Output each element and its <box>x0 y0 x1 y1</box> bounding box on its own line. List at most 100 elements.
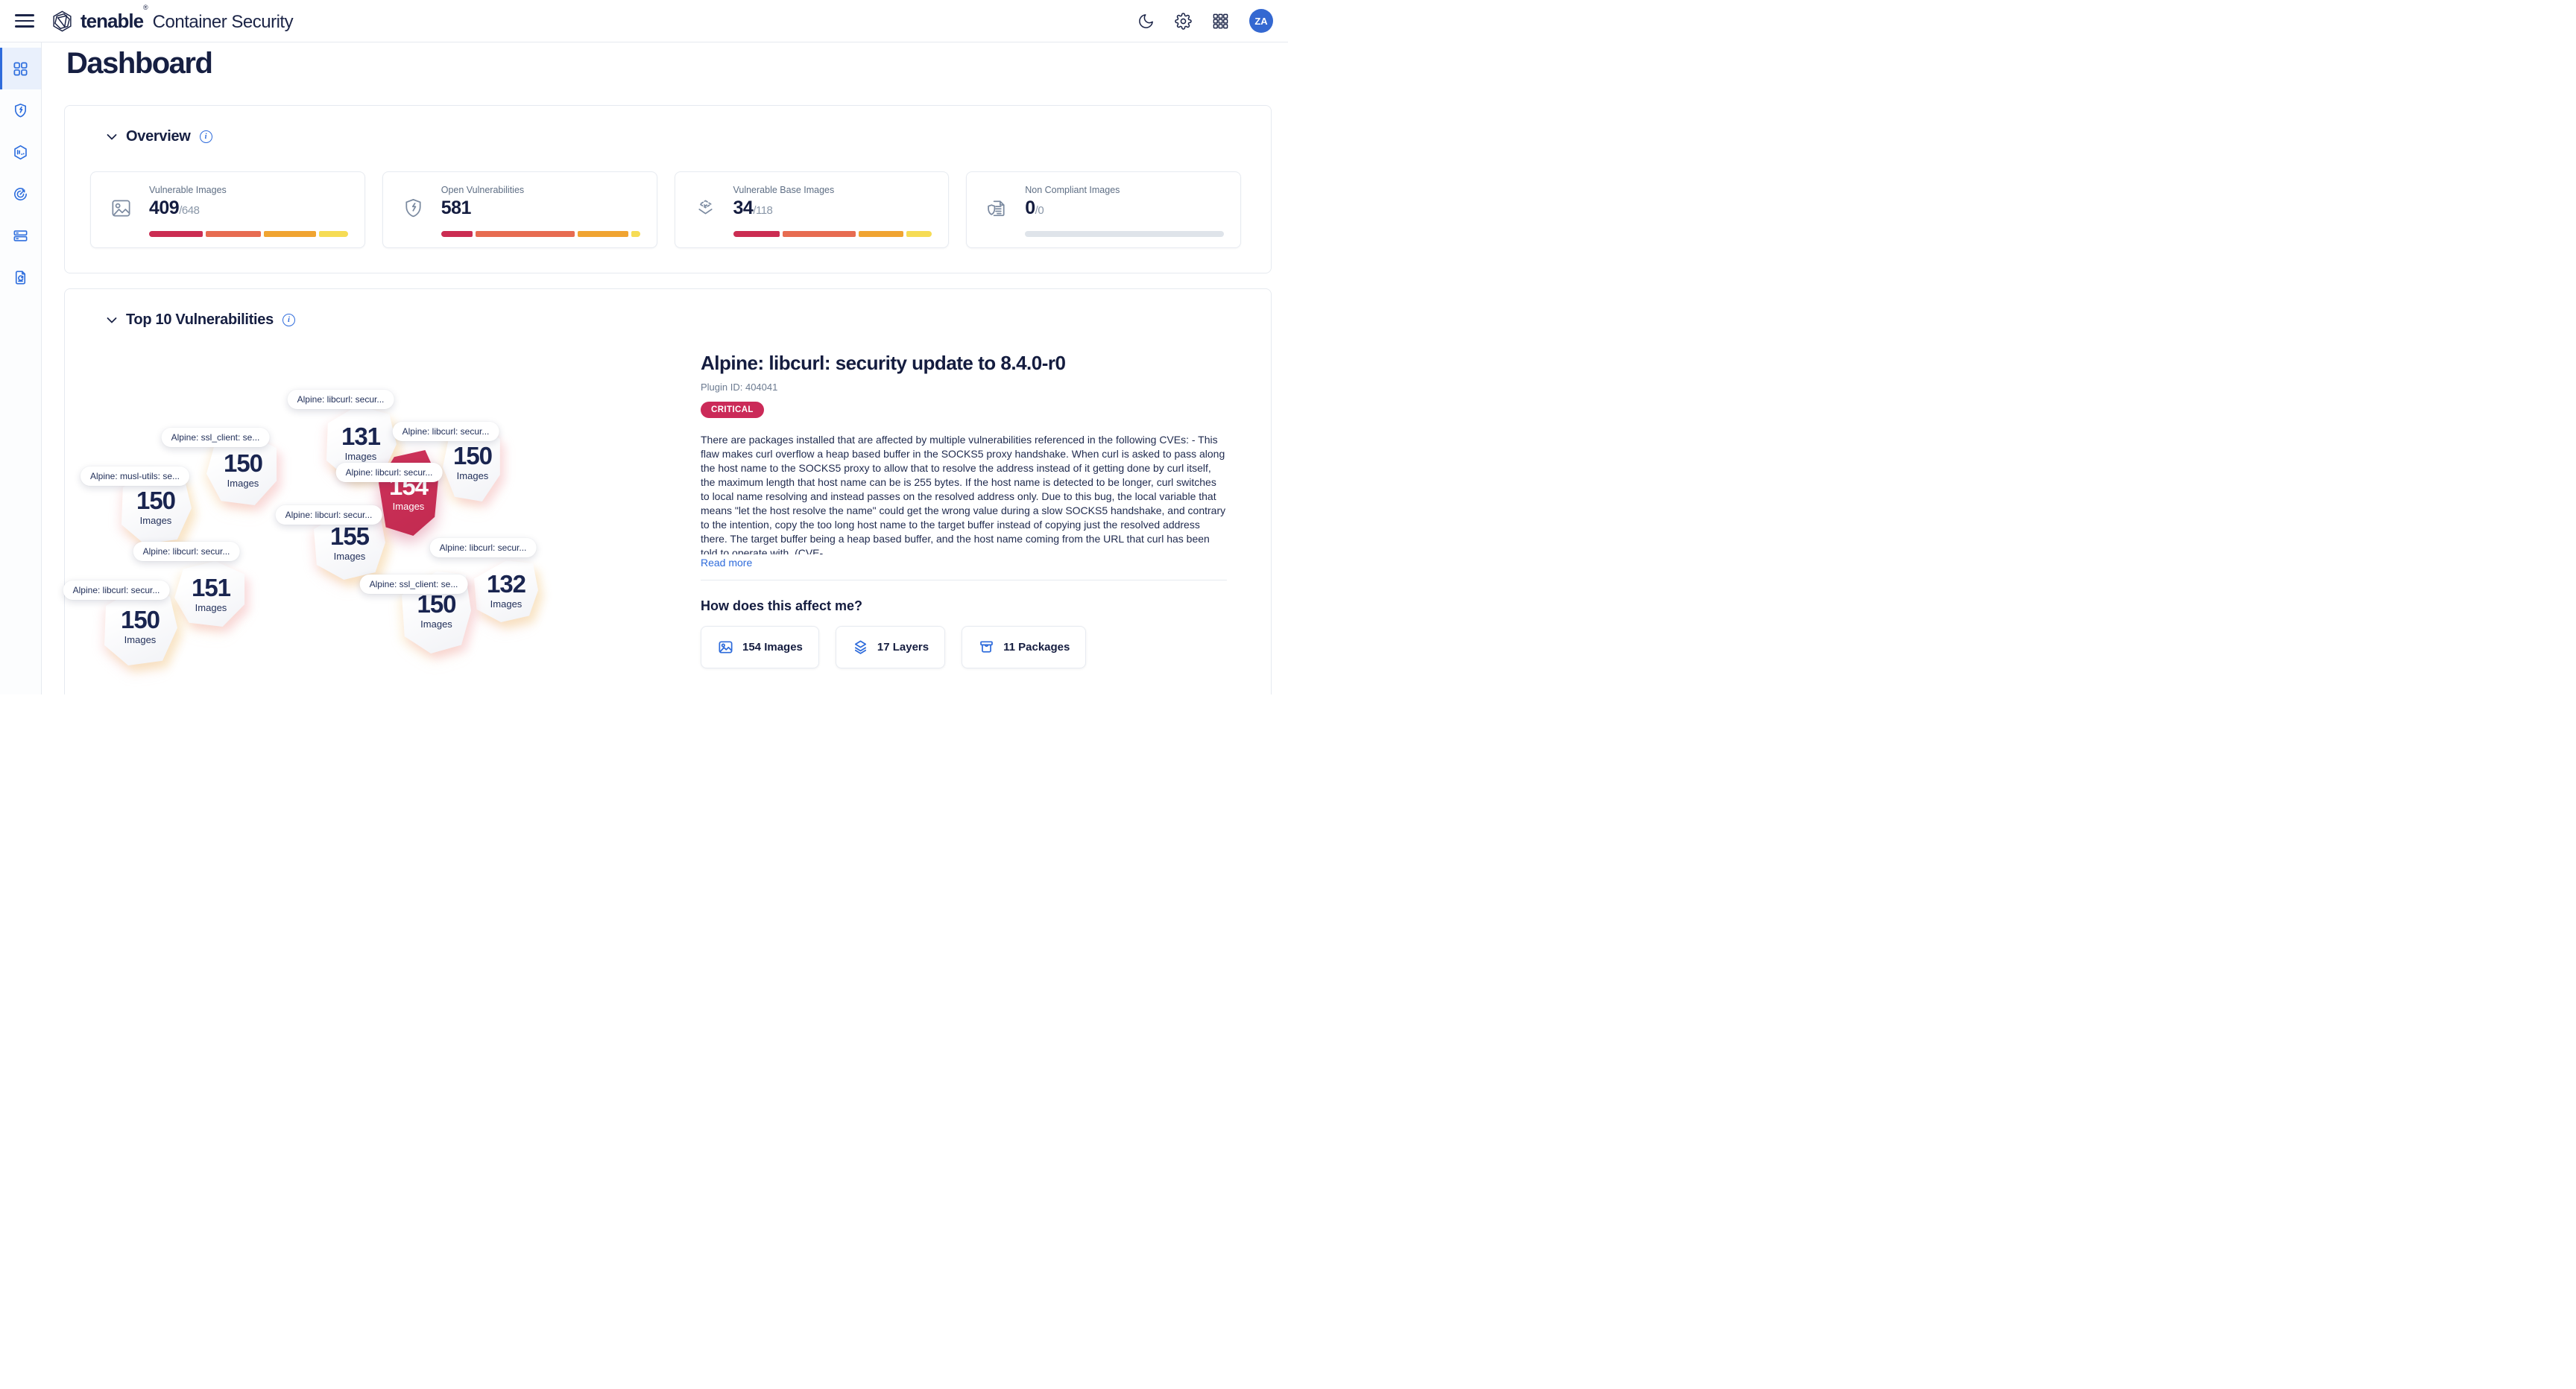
images-icon <box>719 641 733 654</box>
hex-value: 132 <box>486 569 526 598</box>
bar-segment-low <box>631 231 640 237</box>
overview-cards: Vulnerable Images 409/648 Open Vulnerab <box>90 171 1241 248</box>
overview-header: Overview i <box>107 128 212 145</box>
vulnerability-title: Alpine: libcurl: security update to 8.4.… <box>701 352 1066 374</box>
overview-title: Overview <box>126 128 191 145</box>
card-label: Open Vulnerabilities <box>441 185 525 195</box>
shield-crack-icon <box>14 103 27 117</box>
brand-wordmark: tenable®Container Security <box>80 3 294 32</box>
images-button[interactable]: 154 Images <box>701 626 819 668</box>
card-label: Vulnerable Base Images <box>733 185 835 195</box>
sidebar <box>0 42 42 694</box>
hex-unit: Images <box>124 634 157 645</box>
button-label: 154 Images <box>742 641 803 654</box>
hex-value: 150 <box>452 442 493 469</box>
bar-segment-medium <box>263 231 317 237</box>
hex-tooltip[interactable]: Alpine: libcurl: secur... <box>287 390 394 409</box>
card-value: 409/648 <box>149 197 200 218</box>
sidebar-item-images[interactable] <box>0 131 41 173</box>
read-more-link[interactable]: Read more <box>701 557 753 569</box>
bar-segment-low <box>906 231 932 237</box>
hex-value: 131 <box>341 422 381 450</box>
hex-tooltip[interactable]: Alpine: ssl_client: se... <box>161 428 270 447</box>
hex-tooltip[interactable]: Alpine: musl-utils: se... <box>80 466 190 486</box>
affect-title: How does this affect me? <box>701 598 863 613</box>
tenable-logo: tenable®Container Security <box>51 3 294 33</box>
hex-tooltip[interactable]: Alpine: libcurl: secur... <box>429 538 537 557</box>
bar-segment-high <box>476 231 575 237</box>
hex-tooltip[interactable]: Alpine: libcurl: secur... <box>275 505 382 525</box>
hex-value: 150 <box>120 606 160 633</box>
layers-button[interactable]: 17 Layers <box>835 626 946 668</box>
hex-tooltip[interactable]: Alpine: libcurl: secur... <box>392 422 499 441</box>
sidebar-item-dashboard[interactable] <box>0 48 41 89</box>
severity-badge: CRITICAL <box>701 402 764 418</box>
overview-panel: Overview i Vulnerable Images 409/648 <box>64 105 1272 273</box>
info-icon[interactable]: i <box>199 130 212 143</box>
honeycomb-chart: 131 Images 150 Images 150 Images 150 Images … <box>63 289 1271 694</box>
info-icon[interactable]: i <box>282 314 295 326</box>
card-value: 0/0 <box>1025 197 1044 218</box>
severity-bar <box>441 231 640 237</box>
hex-tooltip[interactable]: Alpine: libcurl: secur... <box>133 542 240 561</box>
hex-value: 150 <box>223 449 263 477</box>
bar-segment-medium <box>577 231 628 237</box>
hex-unit: Images <box>227 477 259 489</box>
page-title: Dashboard <box>66 47 213 80</box>
avatar[interactable]: ZA <box>1249 9 1273 33</box>
hex-tooltip[interactable]: Alpine: libcurl: secur... <box>335 463 443 482</box>
vulnerability-description: There are packages installed that are af… <box>701 434 1226 554</box>
hex-value: 151 <box>191 573 231 601</box>
top-bar-actions: ZA <box>1137 9 1273 33</box>
hex-unit: Images <box>139 514 172 526</box>
sidebar-item-policies[interactable] <box>0 256 41 298</box>
bar-segment-critical <box>441 231 473 237</box>
card-open-vulnerabilities[interactable]: Open Vulnerabilities 581 <box>382 171 657 248</box>
layers-icon <box>854 640 866 654</box>
hex-tooltip[interactable]: Alpine: ssl_client: se... <box>359 575 468 594</box>
shield-crack-icon <box>405 199 421 218</box>
card-vulnerable-images[interactable]: Vulnerable Images 409/648 <box>90 171 365 248</box>
moon-icon[interactable] <box>1137 13 1155 30</box>
chevron-down-icon[interactable] <box>107 132 117 142</box>
chevron-down-icon[interactable] <box>107 315 117 326</box>
radar-scan-icon <box>14 187 27 200</box>
apps-grid-icon[interactable] <box>1212 13 1229 30</box>
card-value: 34/118 <box>733 197 773 218</box>
hex-value: 150 <box>136 486 176 514</box>
bar-segment-medium <box>859 231 904 237</box>
card-label: Vulnerable Images <box>149 185 227 195</box>
sidebar-item-scans[interactable] <box>0 173 41 215</box>
button-label: 17 Layers <box>877 641 929 654</box>
dashboard-grid-icon <box>13 61 28 76</box>
sidebar-item-registries[interactable] <box>0 215 41 256</box>
hex-node[interactable]: 132 Images <box>474 558 538 622</box>
image-icon <box>112 200 130 217</box>
hex-node[interactable]: 150 Images <box>103 587 177 665</box>
packages-button[interactable]: 11 Packages <box>962 626 1087 668</box>
registry-servers-icon <box>13 230 28 241</box>
sidebar-item-vulnerabilities[interactable] <box>0 89 41 131</box>
document-shield-icon <box>988 200 1005 217</box>
bar-segment-empty <box>1025 231 1224 237</box>
hex-unit: Images <box>392 501 425 512</box>
bar-segment-low <box>319 231 348 237</box>
gear-icon[interactable] <box>1175 12 1192 30</box>
tenable-hexagon-icon <box>53 10 72 31</box>
card-vulnerable-base-images[interactable]: Vulnerable Base Images 34/118 <box>674 171 950 248</box>
card-non-compliant-images[interactable]: Non Compliant Images 0/0 <box>966 171 1241 248</box>
severity-bar <box>733 231 932 237</box>
bar-segment-critical <box>149 231 203 237</box>
menu-icon[interactable] <box>15 14 34 28</box>
plugin-id: Plugin ID: 404041 <box>701 382 778 393</box>
app-window: tenable®Container Security ZA <box>0 0 1288 694</box>
severity-bar <box>1025 231 1224 237</box>
hex-unit: Images <box>195 601 227 613</box>
hex-node[interactable]: 151 Images <box>174 561 247 627</box>
hex-unit: Images <box>420 618 452 630</box>
card-label: Non Compliant Images <box>1025 185 1120 195</box>
bar-segment-high <box>783 231 856 237</box>
policy-document-icon <box>15 270 26 284</box>
hex-value: 150 <box>417 590 456 618</box>
hex-tooltip[interactable]: Alpine: libcurl: secur... <box>63 580 170 600</box>
